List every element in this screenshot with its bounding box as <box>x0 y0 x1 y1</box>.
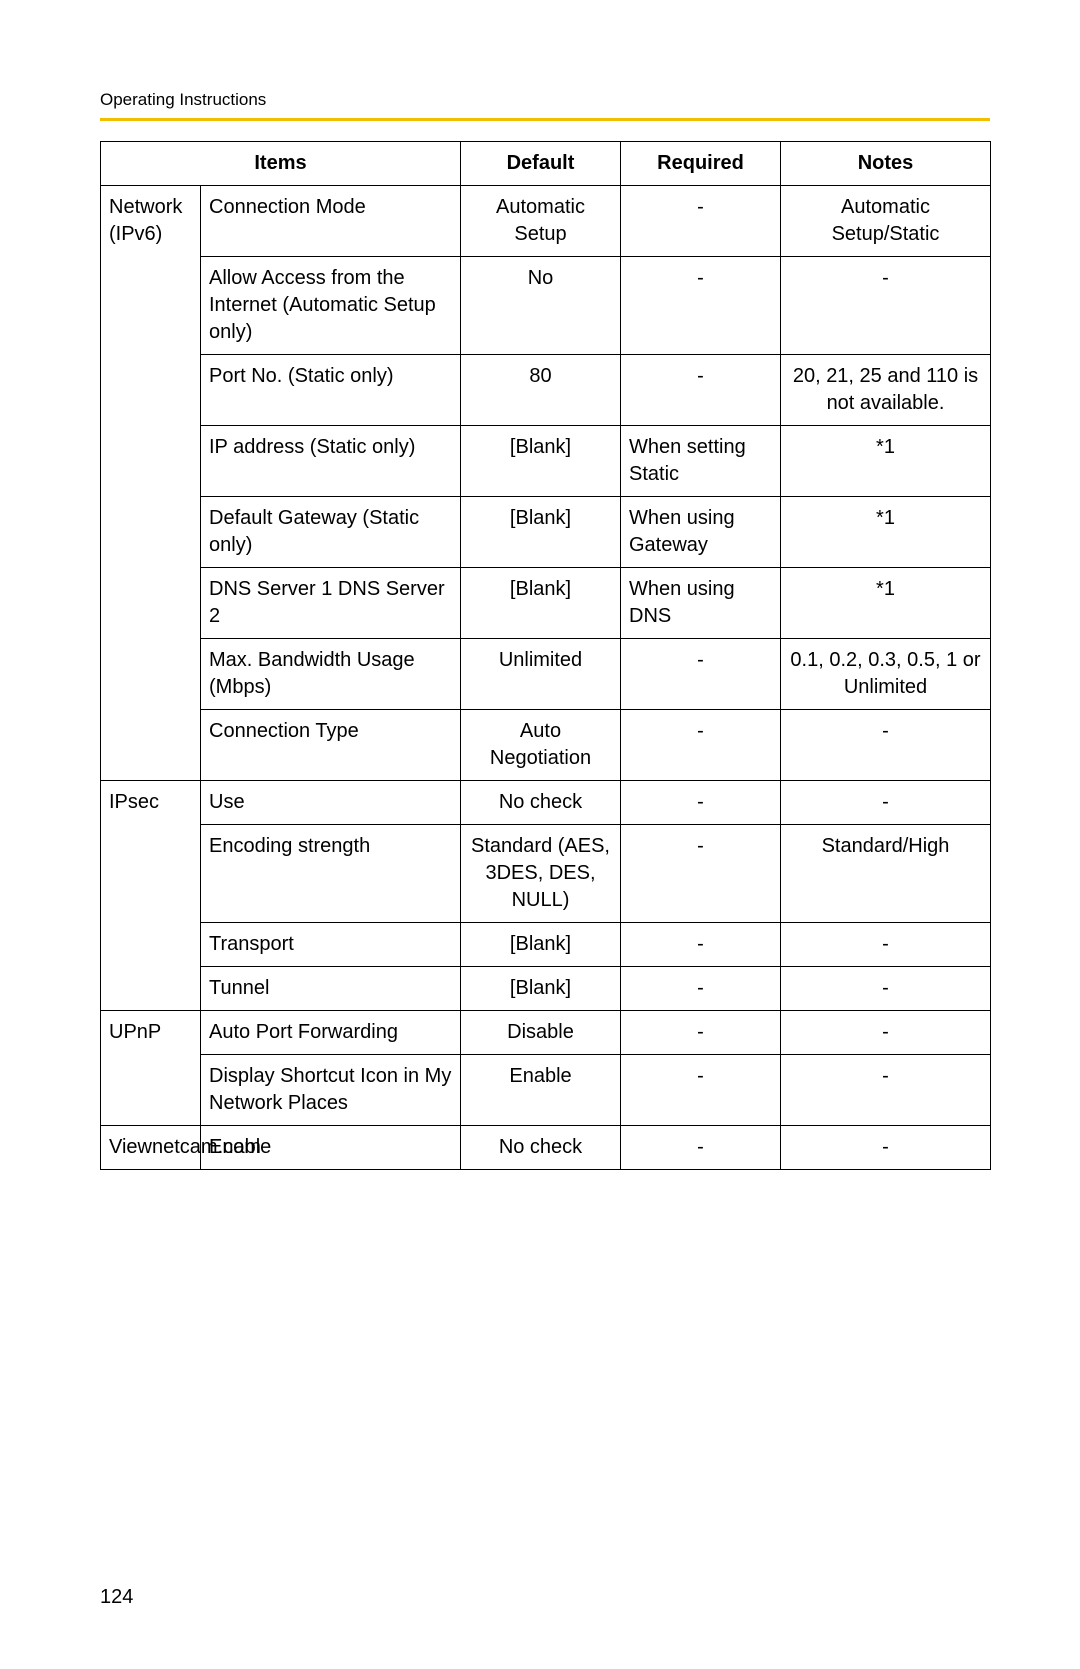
table-row: UPnP Auto Port Forwarding Disable - - <box>101 1011 991 1055</box>
table-row: IPsec Use No check - - <box>101 781 991 825</box>
item-cell: Tunnel <box>201 967 461 1011</box>
default-cell: No check <box>461 781 621 825</box>
default-cell: No <box>461 257 621 355</box>
notes-cell: - <box>781 781 991 825</box>
required-cell: - <box>621 710 781 781</box>
accent-bar <box>100 118 990 121</box>
default-cell: No check <box>461 1126 621 1170</box>
table-row: IP address (Static only) [Blank] When se… <box>101 426 991 497</box>
item-cell: Auto Port Forwarding <box>201 1011 461 1055</box>
default-cell: [Blank] <box>461 426 621 497</box>
item-cell: Allow Access from the Internet (Automati… <box>201 257 461 355</box>
item-cell: Enable <box>201 1126 461 1170</box>
notes-cell: *1 <box>781 426 991 497</box>
category-cell: IPsec <box>101 781 201 1011</box>
settings-table: Items Default Required Notes Network (IP… <box>100 141 991 1170</box>
required-cell: - <box>621 923 781 967</box>
notes-cell: 0.1, 0.2, 0.3, 0.5, 1 or Unlimited <box>781 639 991 710</box>
table-row: Network (IPv6) Connection Mode Automatic… <box>101 186 991 257</box>
col-header-notes: Notes <box>781 142 991 186</box>
required-cell: - <box>621 186 781 257</box>
notes-cell: - <box>781 257 991 355</box>
required-cell: - <box>621 639 781 710</box>
notes-cell: - <box>781 1011 991 1055</box>
item-cell: Max. Bandwidth Usage (Mbps) <box>201 639 461 710</box>
item-cell: Port No. (Static only) <box>201 355 461 426</box>
required-cell: - <box>621 781 781 825</box>
table-row: Transport [Blank] - - <box>101 923 991 967</box>
notes-cell: Standard/High <box>781 825 991 923</box>
notes-cell: Automatic Setup/Static <box>781 186 991 257</box>
notes-cell: 20, 21, 25 and 110 is not available. <box>781 355 991 426</box>
default-cell: Standard (AES, 3DES, DES, NULL) <box>461 825 621 923</box>
item-cell: Connection Type <box>201 710 461 781</box>
notes-cell: *1 <box>781 568 991 639</box>
page-header: Operating Instructions <box>100 90 990 110</box>
item-cell: IP address (Static only) <box>201 426 461 497</box>
col-header-required: Required <box>621 142 781 186</box>
notes-cell: - <box>781 1126 991 1170</box>
default-cell: [Blank] <box>461 568 621 639</box>
page: Operating Instructions Items Default Req… <box>0 0 1080 1669</box>
required-cell: When using Gateway <box>621 497 781 568</box>
table-row: Port No. (Static only) 80 - 20, 21, 25 a… <box>101 355 991 426</box>
table-row: Allow Access from the Internet (Automati… <box>101 257 991 355</box>
table-row: Encoding strength Standard (AES, 3DES, D… <box>101 825 991 923</box>
default-cell: Enable <box>461 1055 621 1126</box>
item-cell: Encoding strength <box>201 825 461 923</box>
required-cell: - <box>621 825 781 923</box>
notes-cell: - <box>781 1055 991 1126</box>
category-cell: UPnP <box>101 1011 201 1126</box>
required-cell: - <box>621 1055 781 1126</box>
table-row: Default Gateway (Static only) [Blank] Wh… <box>101 497 991 568</box>
required-cell: When setting Static <box>621 426 781 497</box>
table-header-row: Items Default Required Notes <box>101 142 991 186</box>
default-cell: Automatic Setup <box>461 186 621 257</box>
default-cell: Auto Negotiation <box>461 710 621 781</box>
item-cell: DNS Server 1 DNS Server 2 <box>201 568 461 639</box>
item-cell: Transport <box>201 923 461 967</box>
required-cell: - <box>621 355 781 426</box>
required-cell: - <box>621 257 781 355</box>
required-cell: - <box>621 967 781 1011</box>
default-cell: [Blank] <box>461 967 621 1011</box>
notes-cell: *1 <box>781 497 991 568</box>
table-row: Display Shortcut Icon in My Network Plac… <box>101 1055 991 1126</box>
default-cell: [Blank] <box>461 497 621 568</box>
table-row: Tunnel [Blank] - - <box>101 967 991 1011</box>
table-row: Viewnetcam.com Enable No check - - <box>101 1126 991 1170</box>
notes-cell: - <box>781 710 991 781</box>
item-cell: Default Gateway (Static only) <box>201 497 461 568</box>
page-number: 124 <box>100 1586 133 1609</box>
default-cell: Unlimited <box>461 639 621 710</box>
item-cell: Use <box>201 781 461 825</box>
notes-cell: - <box>781 967 991 1011</box>
col-header-items: Items <box>101 142 461 186</box>
category-cell: Network (IPv6) <box>101 186 201 781</box>
required-cell: - <box>621 1011 781 1055</box>
default-cell: Disable <box>461 1011 621 1055</box>
default-cell: [Blank] <box>461 923 621 967</box>
notes-cell: - <box>781 923 991 967</box>
item-cell: Display Shortcut Icon in My Network Plac… <box>201 1055 461 1126</box>
required-cell: - <box>621 1126 781 1170</box>
category-cell: Viewnetcam.com <box>101 1126 201 1170</box>
table-row: Connection Type Auto Negotiation - - <box>101 710 991 781</box>
table-row: DNS Server 1 DNS Server 2 [Blank] When u… <box>101 568 991 639</box>
default-cell: 80 <box>461 355 621 426</box>
col-header-default: Default <box>461 142 621 186</box>
item-cell: Connection Mode <box>201 186 461 257</box>
table-row: Max. Bandwidth Usage (Mbps) Unlimited - … <box>101 639 991 710</box>
required-cell: When using DNS <box>621 568 781 639</box>
